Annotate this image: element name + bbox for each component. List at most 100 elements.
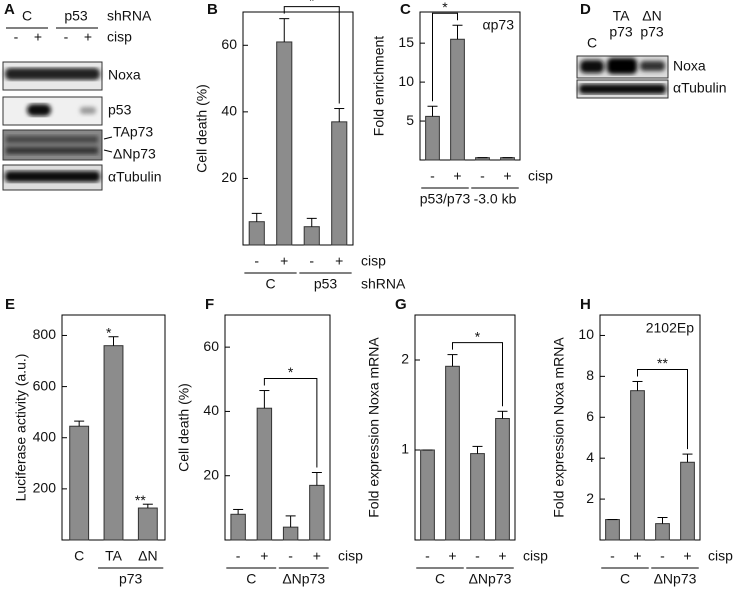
y-tick-label: 10 bbox=[398, 73, 414, 89]
x-tick-label: - bbox=[610, 548, 615, 564]
plot-frame bbox=[599, 314, 701, 541]
lane-label: - bbox=[14, 29, 19, 45]
group-label: C bbox=[265, 276, 275, 292]
bar bbox=[256, 407, 273, 541]
bar bbox=[425, 115, 440, 161]
blot-d bbox=[576, 55, 669, 99]
x-tick-label: - bbox=[254, 253, 259, 269]
group-label: p53 bbox=[314, 276, 338, 292]
bar bbox=[248, 221, 265, 246]
bar bbox=[470, 453, 485, 541]
arrow bbox=[103, 149, 113, 153]
y-axis-label: Cell death (%) bbox=[194, 84, 210, 173]
bands bbox=[6, 136, 98, 154]
bar bbox=[309, 484, 325, 541]
column-label: ΔN bbox=[642, 8, 661, 24]
x-tick-label: - bbox=[425, 548, 430, 564]
x-tick-label: - bbox=[236, 548, 241, 564]
bar bbox=[69, 425, 90, 541]
x-tick-label: ΔN bbox=[138, 548, 157, 564]
row-label: p53 bbox=[108, 102, 132, 118]
bar bbox=[137, 507, 158, 541]
significance-bracket bbox=[637, 368, 688, 450]
lane-label: + bbox=[84, 29, 92, 45]
bar bbox=[276, 41, 293, 246]
y-tick-label: 20 bbox=[203, 466, 219, 482]
lane-label: + bbox=[34, 29, 42, 45]
bands bbox=[579, 84, 666, 94]
bar bbox=[680, 461, 695, 541]
x-tick-label: - bbox=[430, 168, 435, 184]
panel-letter: E bbox=[5, 296, 15, 313]
significance-bracket bbox=[263, 378, 318, 468]
plot-frame bbox=[419, 11, 521, 161]
group-label: C bbox=[246, 571, 256, 587]
y-axis-label: Cell death (%) bbox=[176, 383, 192, 472]
significance-label: ** bbox=[135, 492, 146, 508]
group-label: ΔNp73 bbox=[654, 571, 697, 587]
y-tick-label: 800 bbox=[33, 326, 57, 342]
panel-letter: C bbox=[400, 1, 411, 18]
panel-letter: H bbox=[580, 296, 591, 313]
y-tick-label: 8 bbox=[586, 367, 594, 383]
y-tick-label: 20 bbox=[221, 169, 237, 185]
group-label: p53/p73 bbox=[420, 191, 471, 207]
lane-label: - bbox=[64, 29, 69, 45]
x-tick-label: + bbox=[313, 548, 321, 564]
plot-frame bbox=[242, 11, 354, 246]
x-tick-label: - bbox=[288, 548, 293, 564]
plot-frame bbox=[414, 314, 516, 541]
significance-label: * bbox=[309, 0, 315, 8]
y-tick-label: 40 bbox=[221, 103, 237, 119]
column-label: p73 bbox=[640, 24, 664, 40]
significance-label: ** bbox=[657, 355, 668, 371]
column-label: TA bbox=[613, 8, 631, 24]
y-tick-label: 10 bbox=[578, 326, 594, 342]
bar bbox=[303, 226, 320, 246]
bands bbox=[27, 104, 96, 116]
y-tick-label: 1 bbox=[401, 441, 409, 457]
bar bbox=[605, 519, 620, 541]
x-tick-label: + bbox=[503, 168, 511, 184]
significance-bracket bbox=[452, 342, 503, 407]
y-axis-label: Fold enrichment bbox=[371, 36, 387, 136]
bar bbox=[420, 449, 435, 541]
panel-letter: B bbox=[207, 1, 218, 18]
column-label: C bbox=[587, 35, 597, 51]
bar bbox=[331, 121, 348, 246]
significance-label: * bbox=[106, 324, 112, 340]
row-label: Noxa bbox=[108, 67, 141, 83]
y-tick-label: 200 bbox=[33, 480, 57, 496]
bar bbox=[495, 418, 510, 541]
x-tick-label: + bbox=[280, 253, 288, 269]
blot-frame bbox=[2, 129, 103, 161]
plot-frame bbox=[224, 314, 331, 541]
blot-a bbox=[2, 61, 103, 191]
x-tick-label: - bbox=[309, 253, 314, 269]
panel-letter: D bbox=[580, 1, 591, 18]
x-tick-label: + bbox=[260, 548, 268, 564]
x-tick-label: + bbox=[498, 548, 506, 564]
group-label: C bbox=[620, 571, 630, 587]
row-label: αTubulin bbox=[673, 80, 727, 96]
condition-label: cisp bbox=[528, 168, 553, 184]
significance-bracket bbox=[432, 12, 458, 102]
panel-letter: F bbox=[205, 296, 214, 313]
condition-label: cisp bbox=[338, 548, 363, 564]
y-tick-label: 15 bbox=[398, 34, 414, 50]
significance-label: * bbox=[288, 364, 294, 380]
group-title: shRNA bbox=[361, 276, 406, 292]
row-label: Noxa bbox=[673, 58, 706, 74]
x-tick-label: - bbox=[660, 548, 665, 564]
x-tick-label: + bbox=[453, 168, 461, 184]
y-tick-label: 4 bbox=[586, 449, 594, 465]
panel-letter: G bbox=[395, 296, 407, 313]
condition-label: cisp bbox=[708, 548, 733, 564]
group-label: -3.0 kb bbox=[474, 191, 517, 207]
x-tick-label: + bbox=[448, 548, 456, 564]
bar bbox=[282, 526, 299, 541]
x-tick-label: + bbox=[633, 548, 641, 564]
bar bbox=[450, 38, 465, 161]
